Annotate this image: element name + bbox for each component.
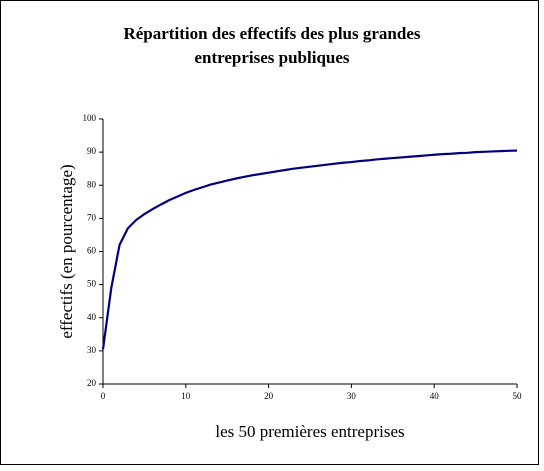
x-tick-label: 50 [513,391,523,401]
y-tick-label: 100 [83,113,97,123]
x-tick-label: 30 [347,391,357,401]
y-tick-label: 20 [87,378,97,388]
y-tick-label: 40 [87,312,97,322]
chart-frame [0,0,539,465]
x-axis-label: les 50 premières entreprises [215,422,404,441]
line-series [101,149,518,350]
y-tick-label: 60 [87,246,97,256]
y-tick-label: 70 [87,212,97,222]
x-tick-label: 40 [430,391,440,401]
x-tick-label: 0 [101,391,106,401]
y-tick-label: 50 [87,279,97,289]
y-tick-label: 80 [87,179,97,189]
y-axis-label: effectifs (en pourcentage) [57,164,76,338]
y-tick-label: 30 [87,345,97,355]
x-tick-label: 20 [264,391,274,401]
y-tick-label: 90 [87,146,97,156]
x-tick-label: 10 [181,391,191,401]
chart-title: Répartition des effectifs des plus grand… [123,24,421,67]
